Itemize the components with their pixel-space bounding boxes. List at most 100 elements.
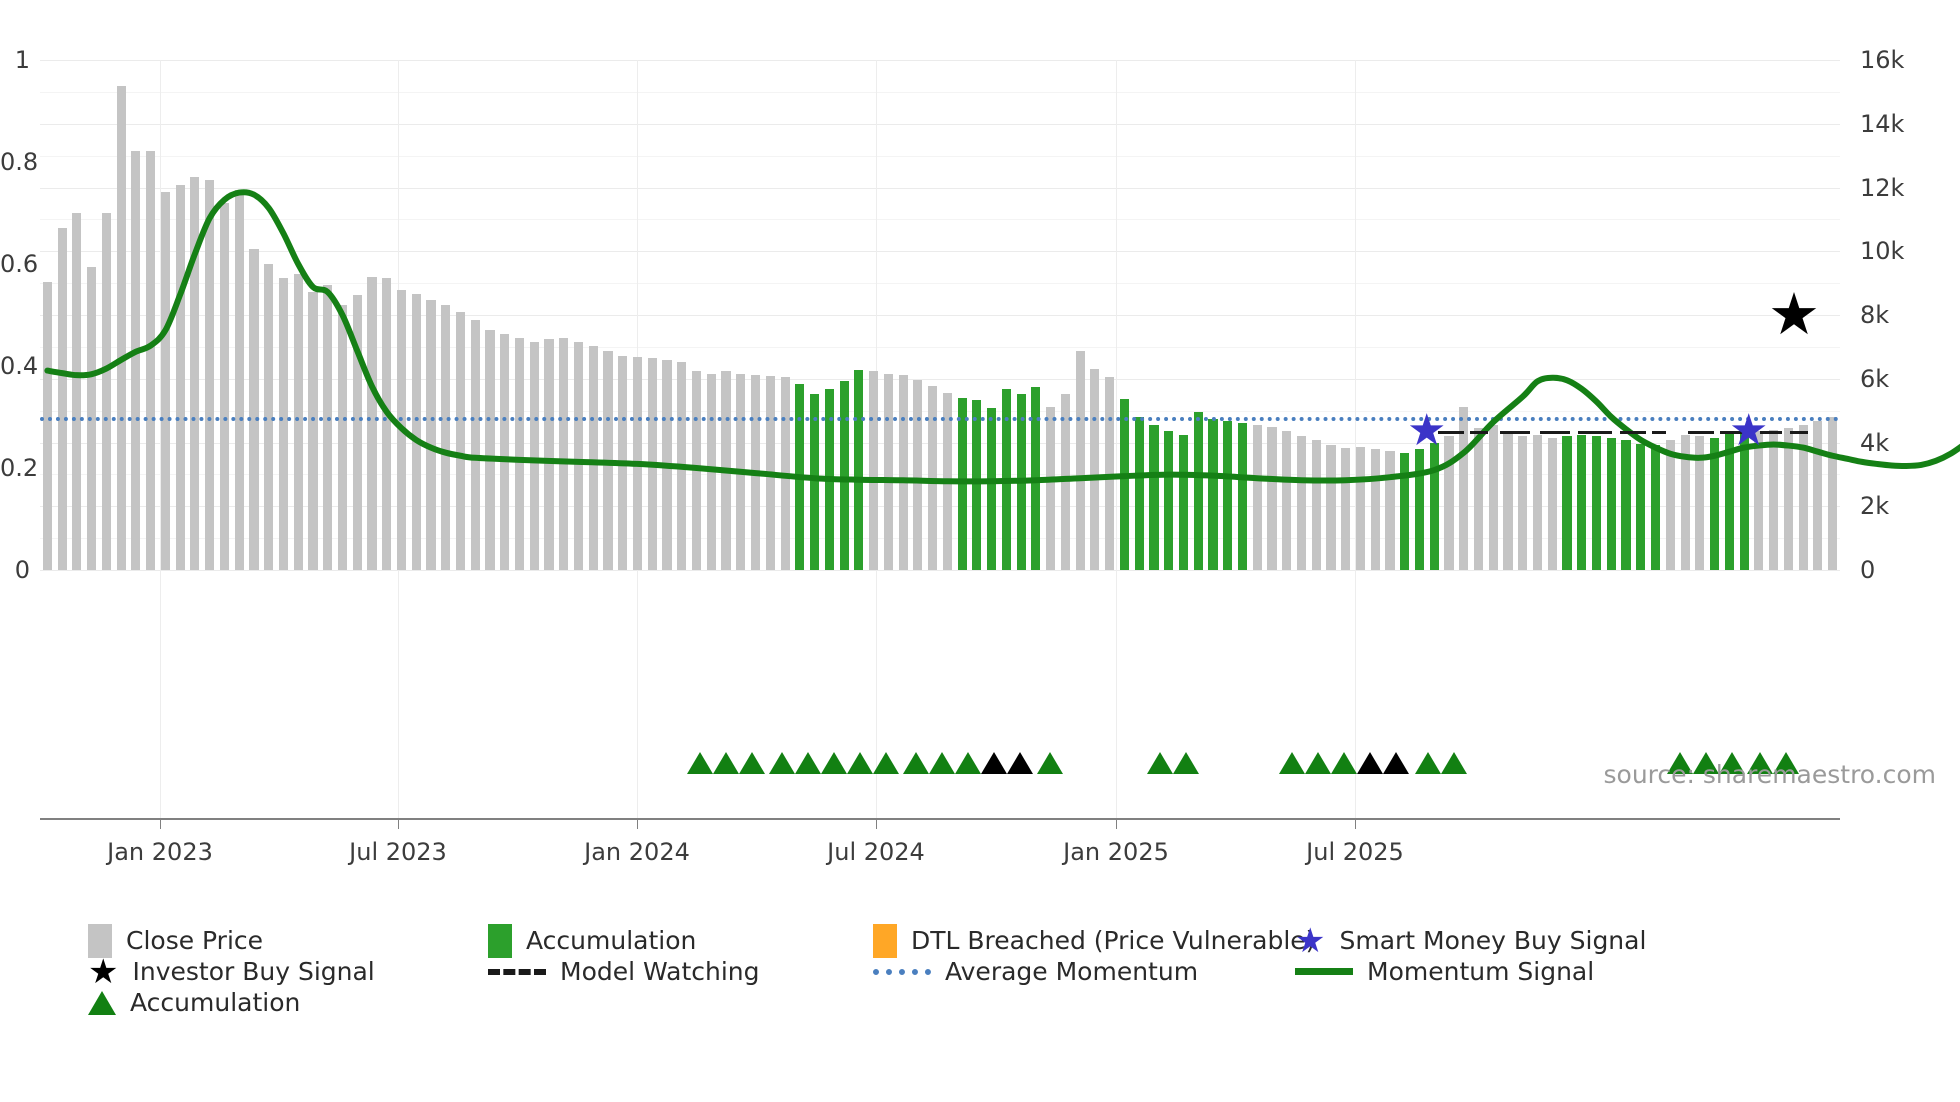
y-axis-left-tick-label: 0.6 bbox=[0, 250, 39, 278]
close-price-bar bbox=[1473, 428, 1484, 570]
close-price-bar bbox=[573, 342, 584, 570]
legend-label: Average Momentum bbox=[945, 957, 1199, 986]
close-price-bar bbox=[1060, 394, 1070, 570]
gridline bbox=[40, 315, 1840, 316]
accumulation-bar bbox=[1591, 436, 1602, 570]
legend-item-average-momentum[interactable]: Average Momentum bbox=[873, 957, 1295, 986]
model-watching-dash bbox=[1790, 431, 1808, 435]
close-price-bar bbox=[1311, 439, 1321, 570]
model-watching-dash bbox=[1438, 431, 1464, 435]
accumulation-bar bbox=[1429, 442, 1439, 570]
close-price-bar bbox=[426, 299, 436, 570]
close-price-bar bbox=[131, 150, 141, 570]
close-price-bar bbox=[1813, 421, 1823, 570]
legend-item-model-watching[interactable]: Model Watching bbox=[488, 957, 873, 986]
close-price-bar bbox=[1518, 436, 1528, 570]
y-axis-right-tick-label: 14k bbox=[1860, 109, 1905, 138]
legend-item-momentum-signal[interactable]: Momentum Signal bbox=[1295, 957, 1594, 986]
model-watching-dash bbox=[1540, 431, 1570, 435]
close-price-bar bbox=[219, 202, 229, 570]
y-axis-right-tick-label: 12k bbox=[1860, 173, 1905, 202]
y-axis-right-tick-label: 2k bbox=[1860, 492, 1890, 521]
close-price-bar bbox=[1046, 406, 1056, 570]
close-price-bar bbox=[1754, 431, 1764, 570]
close-price-bar bbox=[1282, 431, 1292, 570]
gridline bbox=[40, 410, 1840, 412]
legend-label: Model Watching bbox=[560, 957, 760, 986]
accumulation-triangle-green bbox=[1667, 752, 1693, 774]
close-price-bar bbox=[116, 85, 126, 570]
accumulation-bar bbox=[1651, 445, 1661, 570]
accumulation-triangle-black bbox=[1007, 752, 1033, 774]
close-price-bar bbox=[1267, 427, 1277, 570]
accumulation-triangle-green bbox=[769, 752, 795, 774]
accumulation-bar bbox=[1119, 399, 1129, 570]
legend-item-close-price[interactable]: Close Price bbox=[88, 923, 488, 958]
close-price-bar bbox=[1459, 406, 1469, 570]
x-axis-tick bbox=[876, 820, 877, 829]
accumulation-bar bbox=[1739, 432, 1749, 570]
y-axis-right-tick-label: 6k bbox=[1860, 364, 1890, 393]
close-price-bar bbox=[411, 293, 421, 570]
accumulation-triangle-green bbox=[1305, 752, 1331, 774]
y-axis-right-tick-label: 4k bbox=[1860, 428, 1890, 457]
close-price-bar bbox=[883, 373, 893, 570]
model-watching-dash bbox=[1720, 431, 1744, 435]
accumulation-triangle-green bbox=[1279, 752, 1305, 774]
x-axis-tick-label: Jul 2025 bbox=[1306, 838, 1404, 866]
close-price-bar bbox=[1090, 368, 1100, 570]
model-watching-dash bbox=[1578, 431, 1612, 435]
close-price-bar bbox=[382, 278, 392, 570]
legend-item-dtl-breached[interactable]: DTL Breached (Price Vulnerable) bbox=[873, 923, 1315, 958]
y-axis-left-tick-label: 0.2 bbox=[0, 454, 39, 482]
close-price-bar bbox=[869, 371, 879, 570]
close-price-swatch-icon bbox=[88, 923, 112, 958]
close-price-bar bbox=[1370, 448, 1380, 570]
model-watching-dash bbox=[1470, 431, 1488, 435]
close-price-bar bbox=[293, 274, 303, 570]
legend-item-investor-buy[interactable]: ★ Investor Buy Signal bbox=[88, 955, 488, 989]
accumulation-bar bbox=[810, 394, 820, 570]
accumulation-bar bbox=[1414, 448, 1425, 570]
gridline bbox=[40, 346, 1840, 348]
accumulation-triangle-green bbox=[1441, 752, 1467, 774]
gridline bbox=[40, 187, 1840, 189]
model-watching-dash bbox=[1652, 431, 1666, 435]
close-price-bar bbox=[57, 228, 67, 570]
y-axis-left-tick-label: 0.8 bbox=[0, 148, 39, 176]
close-price-bar bbox=[323, 285, 333, 570]
gridline bbox=[40, 91, 1840, 93]
x-axis-baseline bbox=[40, 818, 1840, 820]
legend-item-accumulation-bar[interactable]: Accumulation bbox=[488, 923, 873, 958]
legend-item-smart-money[interactable]: ★ Smart Money Buy Signal bbox=[1295, 924, 1646, 958]
x-axis-tick bbox=[1355, 820, 1356, 829]
accumulation-triangle-green bbox=[795, 752, 821, 774]
close-price-bar bbox=[898, 375, 908, 570]
accumulation-triangle-black bbox=[1383, 752, 1409, 774]
x-axis-tick-label: Jul 2024 bbox=[827, 838, 925, 866]
accumulation-triangle-green bbox=[955, 752, 981, 774]
x-axis-tick-label: Jul 2023 bbox=[349, 838, 447, 866]
close-price-bar bbox=[278, 278, 288, 570]
accumulation-triangle-green bbox=[1747, 752, 1773, 774]
close-price-bar bbox=[455, 312, 466, 570]
y-axis-left-tick-label: 0.4 bbox=[0, 352, 39, 380]
accumulation-bar bbox=[1636, 443, 1646, 570]
x-axis-tick-label: Jan 2024 bbox=[584, 838, 690, 866]
close-price-bar bbox=[190, 177, 200, 570]
accumulation-triangle-black bbox=[1357, 752, 1383, 774]
close-price-bar bbox=[1547, 438, 1557, 570]
legend-item-accumulation-triangle[interactable]: Accumulation bbox=[88, 988, 488, 1017]
gridline bbox=[40, 251, 1840, 253]
accumulation-triangle-green bbox=[1773, 752, 1799, 774]
close-price-bar bbox=[1769, 429, 1779, 570]
y-axis-right-tick-label: 10k bbox=[1860, 237, 1905, 266]
close-price-bar bbox=[485, 330, 495, 570]
legend-label: Accumulation bbox=[130, 988, 301, 1017]
accumulation-triangle-green bbox=[847, 752, 873, 774]
close-price-bar bbox=[1532, 434, 1543, 570]
accumulation-bar bbox=[1178, 434, 1188, 570]
model-watching-dash-icon bbox=[488, 968, 546, 975]
close-price-bar bbox=[175, 184, 185, 570]
